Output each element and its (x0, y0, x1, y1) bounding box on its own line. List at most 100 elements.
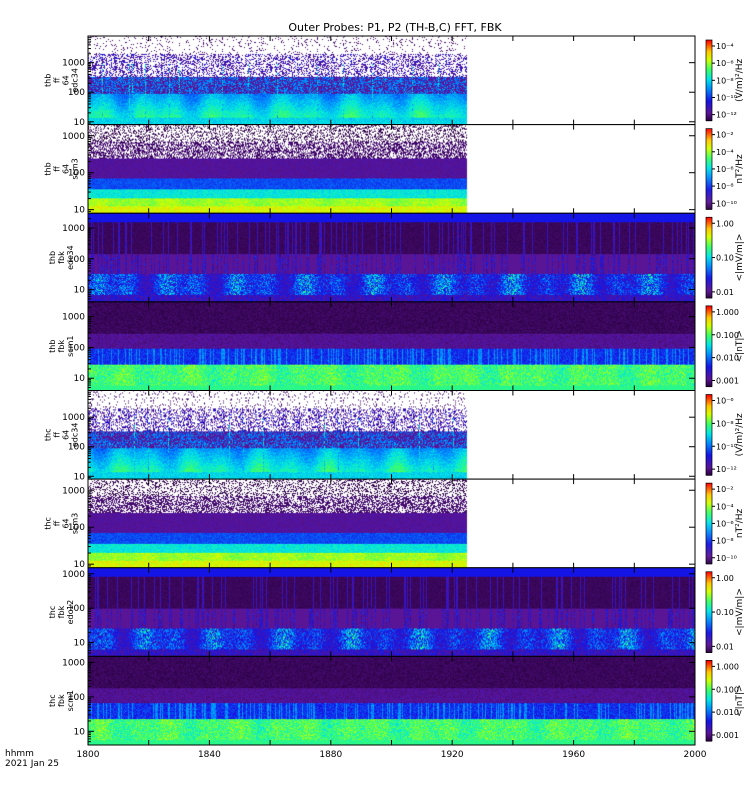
spectrogram-panel: 10 100 1000 thb ff 64 edc34 10⁻⁴ 10⁻⁶ 10⁻⁸ 10⁻¹⁰ 10… (44, 35, 745, 128)
colorbar-tick-label: 10⁻¹⁰ (716, 442, 737, 451)
colorbar-cell (706, 398, 712, 400)
colorbar-cell (706, 665, 712, 667)
colorbar-cell (706, 637, 712, 639)
colorbar-cell (706, 290, 712, 292)
colorbar-cell (706, 495, 712, 497)
panel-label: scm1 (66, 335, 75, 356)
colorbar-tick-label: 1.000 (716, 308, 739, 317)
colorbar-cell (706, 520, 712, 522)
colorbar-cell (706, 609, 712, 611)
colorbar-cell (706, 462, 712, 464)
colorbar-cell (706, 613, 712, 615)
y-tick-label: 100 (68, 693, 85, 703)
colorbar-cell (706, 690, 712, 692)
colorbar-cell (706, 69, 712, 71)
colorbar-cell (706, 307, 712, 310)
colorbar-cell (706, 220, 712, 222)
colorbar-cell (706, 614, 712, 616)
colorbar-cell (706, 581, 712, 583)
colorbar-cell (706, 243, 712, 245)
colorbar-cell (706, 370, 712, 373)
colorbar-cell (706, 604, 712, 606)
colorbar-cell (706, 400, 712, 402)
colorbar-cell (706, 456, 712, 458)
colorbar-cell (706, 708, 712, 710)
colorbar-cell (706, 589, 712, 591)
colorbar-tick-label: 10⁻¹⁰ (716, 199, 737, 208)
colorbar-cell (706, 716, 712, 718)
colorbar-cell (706, 338, 712, 341)
colorbar-cell (706, 630, 712, 632)
colorbar-cell (706, 559, 712, 561)
colorbar-cell (706, 583, 712, 585)
colorbar-cell (706, 459, 712, 461)
colorbar-unit: <|mV/m|> (735, 588, 745, 636)
colorbar-cell (706, 494, 712, 496)
colorbar-cell (706, 326, 712, 329)
y-tick-label: 10 (74, 206, 86, 216)
colorbar-cell (706, 174, 712, 176)
colorbar-cell (706, 339, 712, 342)
colorbar-cell (706, 588, 712, 590)
colorbar-cell (706, 359, 712, 362)
colorbar-cell (706, 137, 712, 139)
colorbar-cell (706, 263, 712, 265)
colorbar-cell (706, 273, 712, 275)
colorbar-cell (706, 154, 712, 156)
colorbar-cell (706, 223, 712, 225)
panel-label: thc (48, 694, 57, 707)
colorbar-cell (706, 60, 712, 62)
colorbar-cell (706, 191, 712, 193)
colorbar-cell (706, 403, 712, 405)
colorbar-cell (706, 438, 712, 440)
colorbar-cell (706, 292, 712, 294)
colorbar-cell (706, 440, 712, 442)
colorbar-cell (706, 283, 712, 285)
colorbar-cell (706, 276, 712, 278)
colorbar-cell (706, 660, 712, 662)
colorbar-cell (706, 703, 712, 705)
colorbar-cell (706, 377, 712, 380)
colorbar-cell (706, 627, 712, 629)
colorbar-cell (706, 337, 712, 340)
colorbar-cell (706, 235, 712, 237)
colorbar-cell (706, 404, 712, 406)
colorbar-cell (706, 115, 712, 117)
colorbar-cell (706, 280, 712, 282)
colorbar-cell (706, 343, 712, 346)
x-tick-label: 2000 (684, 750, 707, 760)
colorbar-cell (706, 327, 712, 330)
colorbar-cell (706, 46, 712, 48)
colorbar-cell (706, 314, 712, 317)
colorbar-cell (706, 691, 712, 693)
colorbar-cell (706, 321, 712, 324)
colorbar-cell (706, 225, 712, 227)
colorbar-tick-label: 10⁻⁸ (716, 182, 734, 191)
colorbar-cell (706, 100, 712, 102)
colorbar-cell (706, 678, 712, 680)
colorbar-cell (706, 179, 712, 181)
colorbar-cell (706, 95, 712, 97)
colorbar-cell (706, 365, 712, 368)
colorbar-cell (706, 468, 712, 470)
colorbar-cell (706, 318, 712, 321)
colorbar-cell (706, 503, 712, 505)
colorbar-cell (706, 593, 712, 595)
colorbar-cell (706, 204, 712, 206)
panel-label: ff (53, 166, 62, 172)
colorbar-cell (706, 346, 712, 349)
colorbar-cell (706, 599, 712, 601)
colorbar-cell (706, 109, 712, 111)
colorbar-cell (706, 430, 712, 432)
colorbar-cell (706, 207, 712, 209)
colorbar-cell (706, 264, 712, 266)
colorbar-cell (706, 447, 712, 449)
colorbar-cell (706, 547, 712, 549)
spectrogram-panel: 10 100 1000 thb fbk edc34 1.00 0.10 0.01<|mV/m|> (48, 212, 745, 303)
colorbar-tick-label: 10⁻⁶ (716, 397, 734, 406)
colorbar-cell (706, 189, 712, 191)
colorbar-cell (706, 380, 712, 383)
colorbar-cell (706, 373, 712, 376)
colorbar-cell (706, 409, 712, 411)
colorbar-cell (706, 509, 712, 511)
